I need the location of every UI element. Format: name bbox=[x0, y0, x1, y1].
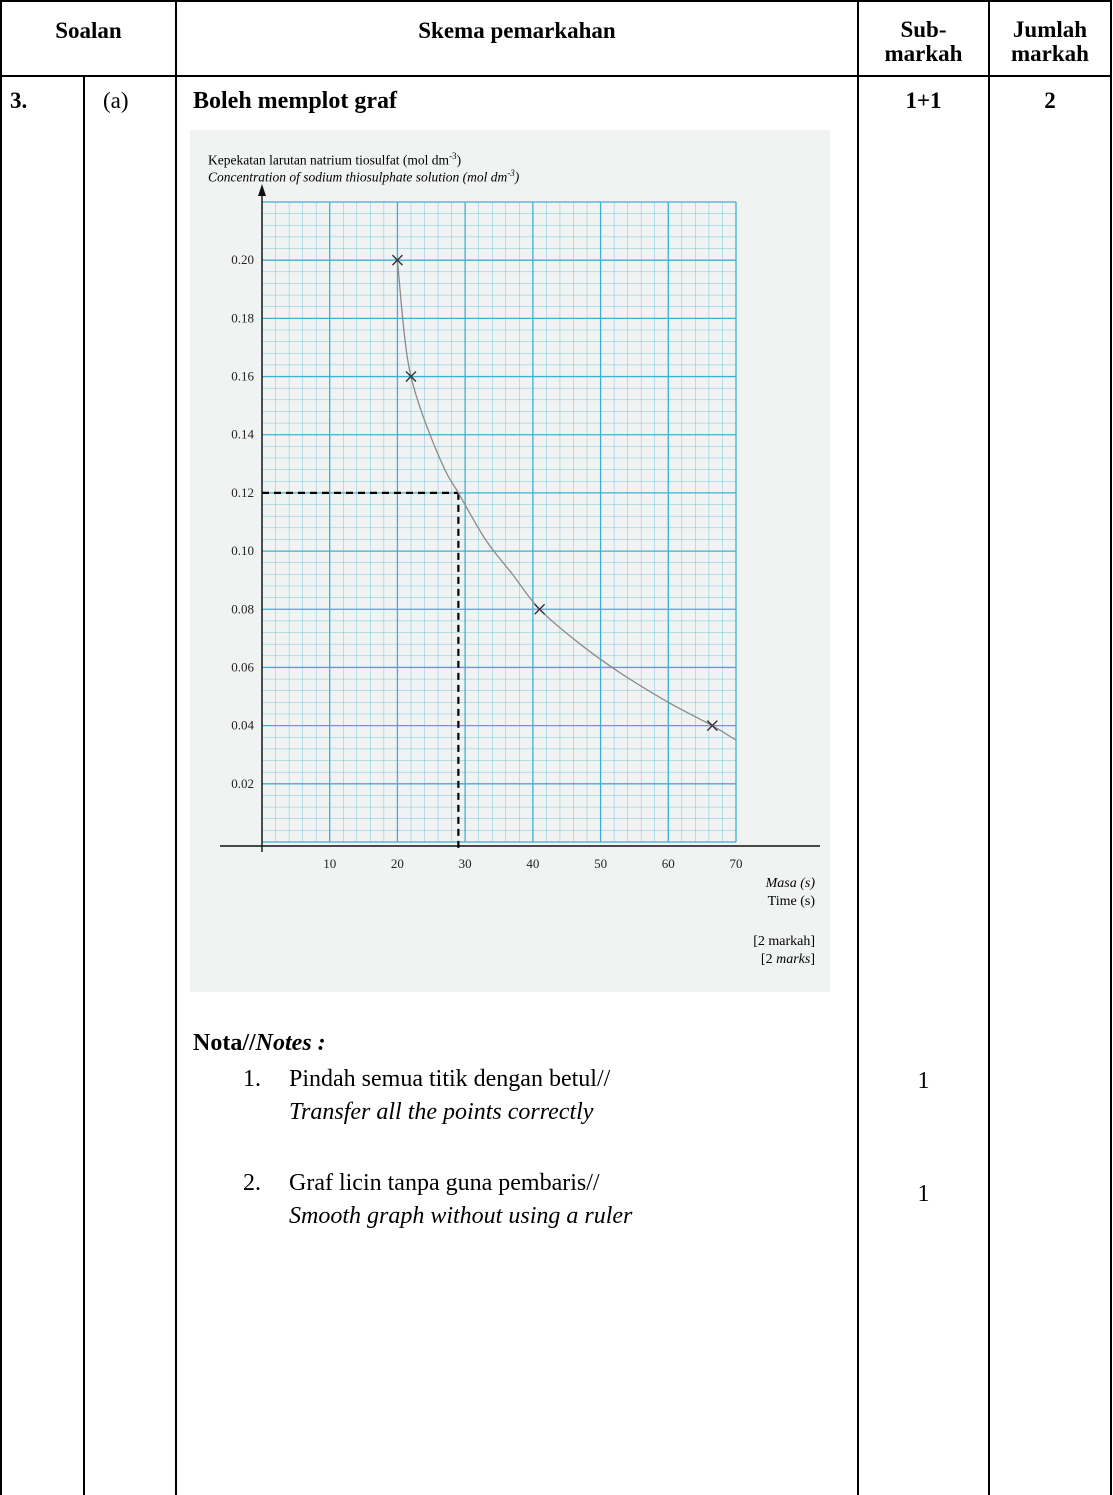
note-1-ms: Pindah semua titik dengan betul// bbox=[289, 1066, 611, 1092]
graph-marks-en-suffix: ] bbox=[810, 952, 815, 967]
graph-ylabel-ms-sup: -3 bbox=[449, 151, 457, 161]
note-1-mark: 1 bbox=[917, 1068, 930, 1094]
graph-ylabel-ms: Kepekatan larutan natrium tiosulfat (mol… bbox=[208, 151, 461, 169]
question-part: (a) bbox=[103, 88, 129, 113]
graph-marks-en-word: marks bbox=[776, 952, 811, 967]
sub-mark-value: 1+1 bbox=[905, 88, 942, 113]
header-jumlah-line1: Jumlah bbox=[1012, 17, 1088, 42]
y-tick-label: 0.06 bbox=[231, 659, 254, 674]
header-skema-pemarkahan: Skema pemarkahan bbox=[418, 18, 616, 43]
graph-ylabel-en: Concentration of sodium thiosulphate sol… bbox=[208, 168, 519, 186]
graph-marks-en: [2 marks] bbox=[620, 952, 815, 968]
data-point-marker bbox=[706, 720, 718, 732]
table-border-right bbox=[1110, 0, 1112, 1495]
y-tick-label: 0.16 bbox=[231, 369, 254, 384]
note-2-number: 2. bbox=[243, 1170, 261, 1196]
notes-title: Nota//Notes : bbox=[193, 1028, 326, 1058]
note-2-mark: 1 bbox=[917, 1181, 930, 1207]
table-border-top bbox=[0, 0, 1111, 2]
data-point-marker bbox=[405, 371, 417, 383]
x-tick-label: 60 bbox=[662, 856, 675, 871]
graph-xlabel-en: Time (s) bbox=[767, 894, 815, 909]
y-tick-label: 0.10 bbox=[231, 543, 254, 558]
graph-ylabel-ms-close: ) bbox=[456, 152, 462, 168]
x-tick-label: 70 bbox=[730, 856, 743, 871]
col-divider-soalan-inner bbox=[83, 75, 85, 1495]
col-divider-skema-left bbox=[175, 0, 177, 1495]
header-soalan: Soalan bbox=[55, 18, 122, 43]
note-1-en: Transfer all the points correctly bbox=[289, 1099, 594, 1125]
graph-ylabel-en-text: Concentration of sodium thiosulphate sol… bbox=[208, 169, 508, 185]
header-sub-line1: Sub- bbox=[900, 17, 947, 42]
graph-ylabel-en-close: ) bbox=[514, 169, 520, 185]
y-tick-label: 0.08 bbox=[231, 601, 254, 616]
graph-ylabel-en-sup: -3 bbox=[507, 168, 515, 178]
y-tick-label: 0.04 bbox=[231, 718, 254, 733]
y-tick-label: 0.02 bbox=[231, 776, 254, 791]
table-border-left bbox=[0, 0, 2, 1495]
y-tick-label: 0.20 bbox=[231, 252, 254, 267]
y-tick-label: 0.12 bbox=[231, 485, 254, 500]
graph-marks-en-prefix: [2 bbox=[760, 952, 777, 967]
question-number: 3. bbox=[10, 88, 28, 113]
col-divider-jumlah-left bbox=[988, 0, 990, 1495]
header-sub-markah: Sub- markah bbox=[859, 18, 988, 66]
concentration-time-chart: 0.02 0.04 0.06 0.08 0.10 0.12 0.14 0.16 0.18 0.20… bbox=[220, 184, 820, 871]
y-axis-arrow bbox=[258, 184, 266, 196]
x-tick-label: 10 bbox=[323, 856, 336, 871]
note-2-ms: Graf licin tanpa guna pembaris// bbox=[289, 1170, 600, 1196]
graph-background bbox=[190, 130, 830, 992]
graph-marks-ms: [2 markah] bbox=[753, 934, 815, 949]
notes-title-en: Notes : bbox=[255, 1030, 326, 1056]
x-tick-label: 50 bbox=[594, 856, 607, 871]
col-divider-sub-left bbox=[857, 0, 859, 1495]
graph-xlabel-ms: Masa (s) bbox=[765, 876, 815, 891]
data-point-marker bbox=[534, 603, 546, 615]
note-2-en: Smooth graph without using a ruler bbox=[289, 1203, 633, 1229]
y-tick-label: 0.18 bbox=[231, 310, 254, 325]
data-point-marker bbox=[391, 254, 403, 266]
graph-ylabel-ms-text: Kepekatan larutan natrium tiosulfat (mol… bbox=[208, 152, 450, 168]
note-1-number: 1. bbox=[243, 1066, 261, 1092]
header-jumlah-markah: Jumlah markah bbox=[990, 18, 1110, 66]
header-divider bbox=[0, 75, 1111, 77]
total-mark-value: 2 bbox=[1044, 88, 1056, 113]
x-tick-label: 30 bbox=[459, 856, 472, 871]
y-tick-label: 0.14 bbox=[231, 427, 254, 442]
row-heading: Boleh memplot graf bbox=[193, 88, 397, 114]
smooth-curve bbox=[396, 260, 737, 741]
x-tick-label: 40 bbox=[526, 856, 539, 871]
notes-title-ms: Nota// bbox=[193, 1030, 256, 1056]
x-tick-label: 20 bbox=[391, 856, 404, 871]
header-sub-line2: markah bbox=[884, 41, 963, 66]
header-jumlah-line2: markah bbox=[1011, 41, 1089, 66]
